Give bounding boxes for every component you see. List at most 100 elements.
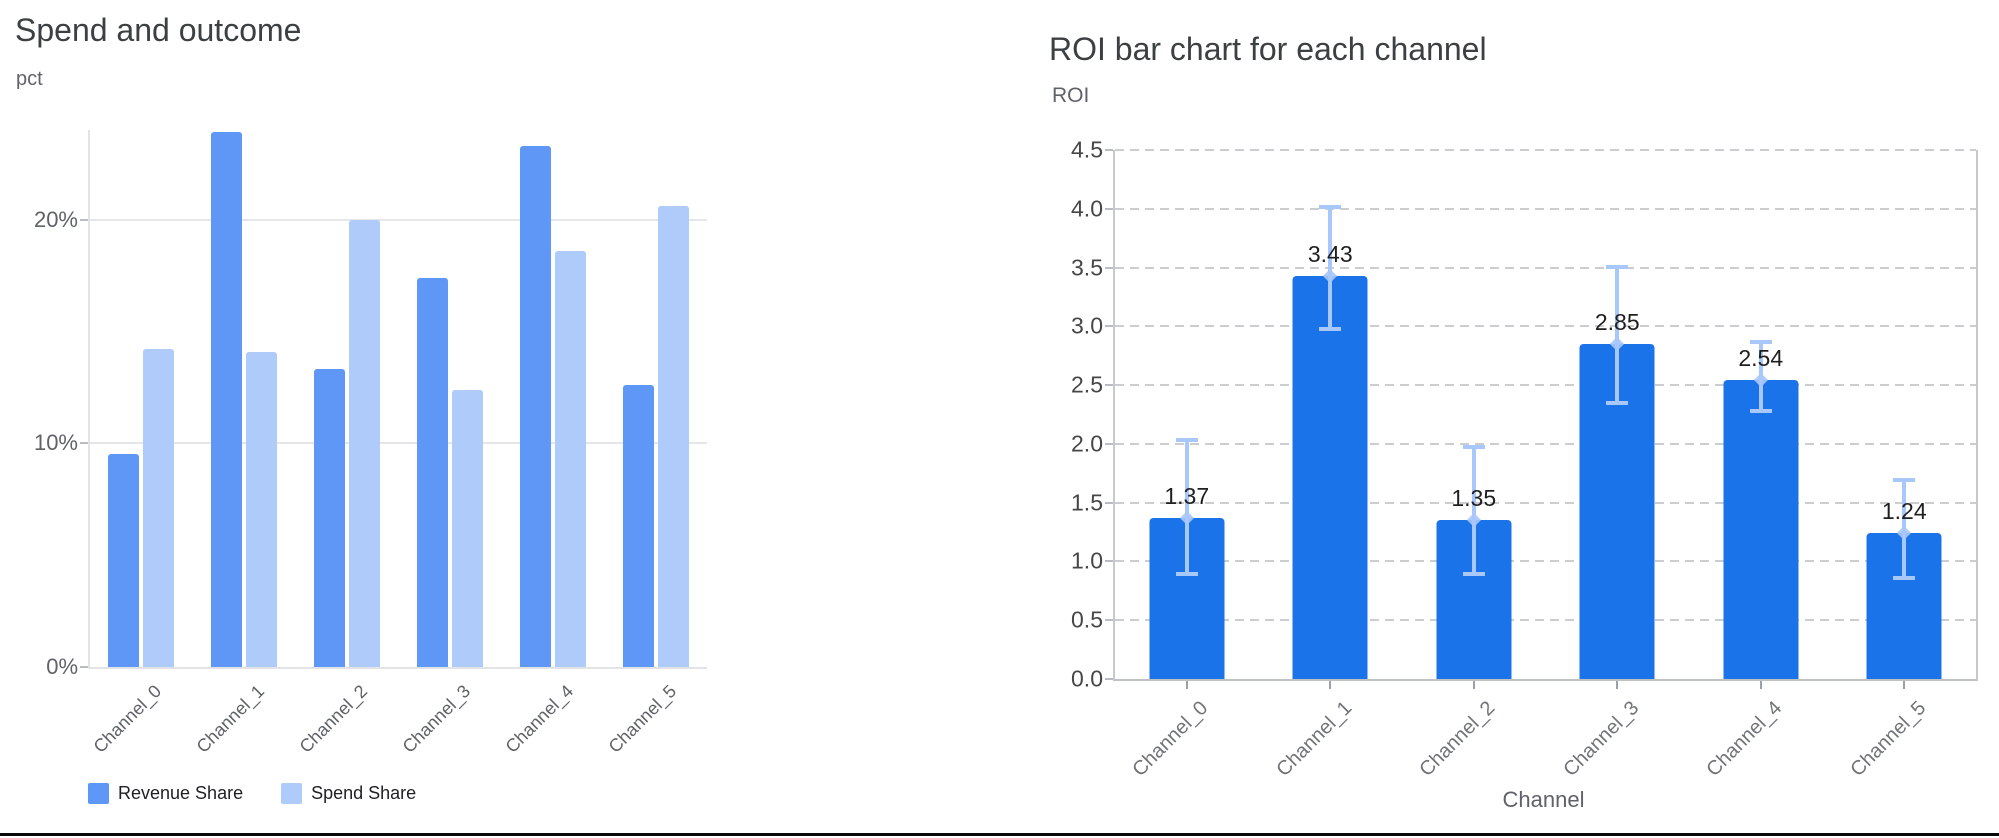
error-cap-top — [1893, 477, 1916, 482]
bar-slot: 3.43 — [1259, 150, 1403, 679]
x-category-label-text: Channel_4 — [501, 681, 577, 757]
legend-label-revenue-share: Revenue Share — [118, 783, 244, 803]
legend-swatch-revenue-share — [88, 783, 109, 804]
y-tick — [80, 666, 88, 668]
spend-share-bar — [451, 389, 483, 667]
y-tick-label: 1.0 — [1071, 547, 1103, 574]
legend-label-spend-share: Spend Share — [311, 783, 417, 803]
y-tick-label: 2.5 — [1071, 371, 1103, 398]
revenue-share-bar — [314, 369, 346, 667]
x-category-label-text: Channel_5 — [1845, 697, 1930, 781]
x-category-label-text: Channel_3 — [1558, 697, 1643, 781]
gridline — [1115, 149, 1976, 151]
x-category-label-text: Channel_1 — [192, 681, 269, 757]
spend-share-bar — [246, 351, 278, 667]
value-label: 1.24 — [1881, 498, 1927, 525]
error-bar — [1615, 265, 1620, 406]
error-cap-bottom — [1749, 409, 1772, 414]
y-tick-label: 4.5 — [1071, 136, 1103, 163]
value-label: 2.85 — [1594, 308, 1640, 335]
error-cap-top — [1462, 445, 1485, 450]
bar-group — [296, 130, 399, 667]
bar-slot: 1.24 — [1833, 150, 1977, 679]
roi-bar — [1292, 275, 1368, 679]
x-category-label-text: Channel_1 — [1271, 697, 1356, 781]
error-cap-bottom — [1462, 571, 1485, 576]
y-tick-label: 0.0 — [1071, 665, 1103, 692]
x-category-label-text: Channel_5 — [604, 681, 680, 757]
left-chart-title: Spend and outcome — [15, 12, 302, 48]
bar-group — [90, 130, 193, 667]
gridline — [1115, 560, 1976, 563]
y-tick-label: 3.5 — [1071, 254, 1103, 281]
y-tick-label: 0.5 — [1071, 606, 1103, 633]
roi-bar — [1723, 380, 1799, 679]
y-tick — [1105, 325, 1113, 328]
right-chart-title: ROI bar chart for each channel — [1049, 31, 1487, 67]
revenue-share-bar — [519, 145, 551, 667]
error-bar — [1184, 438, 1189, 576]
gridline — [1115, 501, 1976, 504]
bar-groups — [90, 130, 707, 667]
bar-group — [501, 130, 604, 667]
error-cap-top — [1175, 438, 1198, 443]
y-tick-label: 20% — [33, 206, 78, 232]
x-tick — [1472, 681, 1475, 689]
bar-slot: 1.35 — [1402, 150, 1546, 679]
y-tick — [1105, 207, 1113, 210]
y-tick — [1105, 266, 1113, 269]
spend-share-bar — [554, 250, 586, 667]
bar-group — [398, 130, 501, 667]
y-tick — [1105, 384, 1113, 387]
y-tick — [1105, 619, 1113, 622]
bar-group — [193, 130, 296, 667]
right-y-axis-unit: ROI — [1052, 84, 1090, 107]
right-x-axis-title: Channel — [1502, 787, 1585, 812]
error-cap-bottom — [1175, 571, 1198, 576]
x-category-label-text: Channel_0 — [1128, 697, 1213, 781]
bar-group — [604, 130, 707, 667]
y-tick — [1105, 442, 1113, 445]
revenue-share-bar — [416, 277, 448, 667]
value-label: 1.35 — [1451, 485, 1497, 512]
bottom-divider — [0, 833, 1999, 836]
bar-slot: 1.37 — [1115, 150, 1259, 679]
x-tick — [1329, 681, 1332, 689]
x-tick — [1616, 681, 1619, 689]
revenue-share-bar — [108, 454, 140, 667]
right-plot-area: 0.0 0.5 1.0 1.5 2.0 2.5 3.0 3.5 4.0 4.5 1.37 3.43 1.… — [1071, 137, 1978, 781]
error-cap-bottom — [1606, 401, 1629, 406]
y-tick-label: 3.0 — [1071, 312, 1103, 339]
gridline — [1115, 619, 1976, 622]
left-plot-area: 0% 10% 20% Channel_0 Channel_1 Channel_2 Chann… — [34, 130, 707, 757]
x-tick — [1903, 681, 1906, 689]
bar-slot: 2.54 — [1689, 150, 1833, 679]
legend-item-revenue-share: Revenue Share — [88, 783, 243, 804]
gridline — [1115, 384, 1976, 387]
y-tick-label: 4.0 — [1071, 195, 1103, 222]
x-category-label-text: Channel_2 — [295, 681, 372, 757]
bar-slots: 1.37 3.43 1.35 2.85 2.54 1.24 — [1115, 150, 1976, 679]
error-cap-bottom — [1319, 327, 1342, 332]
value-label: 3.43 — [1307, 240, 1353, 267]
gridline — [1115, 266, 1976, 269]
value-label: 1.37 — [1164, 482, 1210, 509]
bar-slot: 2.85 — [1546, 150, 1690, 679]
gridline — [1115, 207, 1976, 210]
gridline — [1115, 442, 1976, 445]
y-tick — [1105, 678, 1113, 680]
y-tick — [80, 218, 88, 221]
left-legend: Revenue Share Spend Share — [88, 783, 416, 804]
error-bar — [1471, 445, 1476, 576]
gridline — [90, 218, 707, 221]
x-category-label-text: Channel_3 — [398, 681, 475, 757]
value-label: 2.54 — [1738, 345, 1784, 372]
error-bar — [1328, 205, 1333, 332]
legend-swatch-spend-share — [281, 783, 303, 804]
x-category-label-text: Channel_0 — [89, 681, 166, 757]
y-tick — [80, 442, 88, 445]
y-tick-label: 10% — [33, 430, 78, 456]
error-cap-top — [1319, 205, 1342, 210]
y-tick — [1105, 560, 1113, 563]
